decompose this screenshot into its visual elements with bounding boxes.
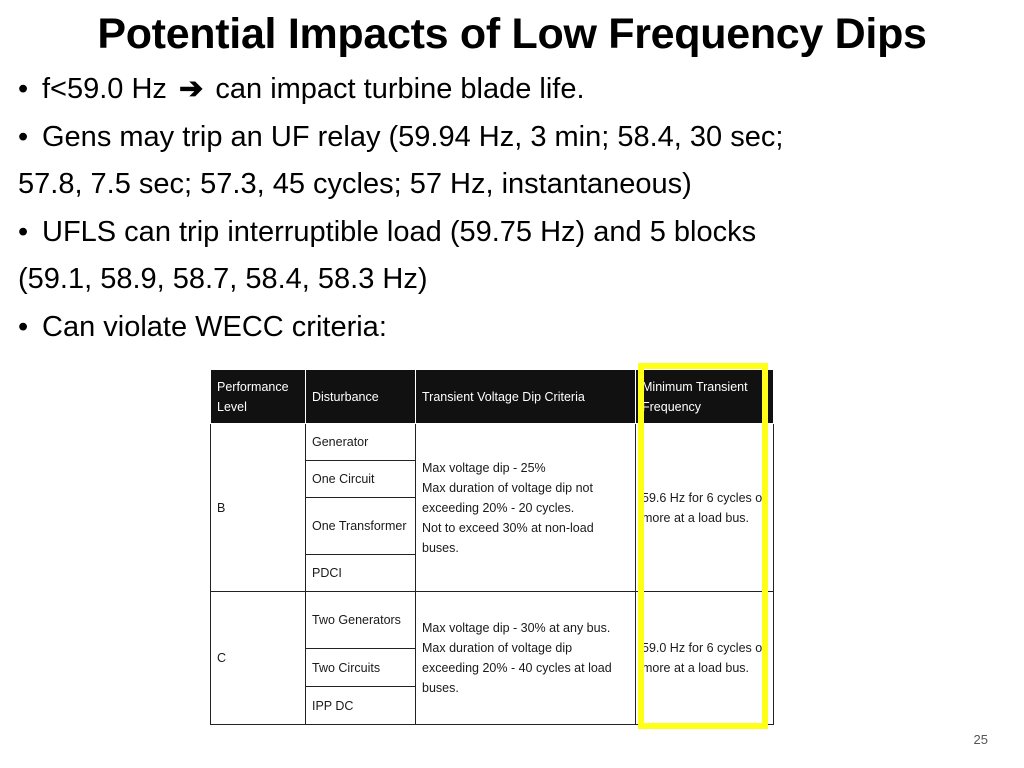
- table-row: Two Circuits: [211, 648, 774, 687]
- frequency-cell: 59.6 Hz for 6 cycles or more at a load b…: [635, 423, 774, 592]
- bullet-uf-relay-cont: 57.8, 7.5 sec; 57.3, 45 cycles; 57 Hz, i…: [18, 168, 692, 200]
- bullet-dot-icon: •: [18, 310, 29, 343]
- disturbance-cell: IPP DC: [305, 686, 416, 725]
- header-disturbance: Disturbance: [305, 369, 416, 424]
- disturbance-cell: Two Circuits: [305, 648, 416, 687]
- header-min-frequency: Minimum Transient Frequency: [635, 369, 774, 424]
- bullet-text: UFLS can trip interruptible load (59.75 …: [42, 215, 757, 248]
- table-row: One Circuit: [211, 460, 774, 498]
- header-voltage-dip: Transient Voltage Dip Criteria: [415, 369, 636, 424]
- bullet-dot-icon: •: [18, 73, 29, 105]
- bullet-dot-icon: •: [18, 215, 29, 248]
- bullet-text: can impact turbine blade life.: [215, 73, 585, 105]
- level-cell: C: [210, 591, 306, 725]
- slide-title: Potential Impacts of Low Frequency Dips: [97, 10, 927, 58]
- table-row: One Transformer: [211, 497, 774, 555]
- disturbance-cell: PDCI: [305, 554, 416, 592]
- frequency-cell: 59.0 Hz for 6 cycles or more at a load b…: [635, 591, 774, 725]
- disturbance-cell: One Transformer: [305, 497, 416, 555]
- bullet-text: f<59.0 Hz: [42, 73, 167, 105]
- disturbance-cell: Generator: [305, 423, 416, 461]
- disturbance-cell: Two Generators: [305, 591, 416, 649]
- bullet-turbine: • f<59.0 Hz ➔ can impact turbine blade li…: [18, 66, 1008, 114]
- header-performance-level: Performance Level: [210, 369, 306, 424]
- bullet-text: Gens may trip an UF relay (59.94 Hz, 3 m…: [42, 120, 784, 153]
- bullet-ufls: • UFLS can trip interruptible load (59.75…: [18, 209, 1008, 257]
- bullet-ufls-cont: (59.1, 58.9, 58.7, 58.4, 58.3 Hz): [18, 263, 428, 295]
- voltage-criteria-cell: Max voltage dip - 25% Max duration of vo…: [415, 423, 636, 592]
- table-row: IPP DC: [211, 686, 774, 725]
- table-row: C Two Generators Max voltage dip - 30% a…: [210, 591, 774, 725]
- bullet-wecc: • Can violate WECC criteria:: [18, 304, 1008, 352]
- level-cell: B: [210, 423, 306, 592]
- bullet-dot-icon: •: [18, 120, 29, 153]
- disturbance-cell: One Circuit: [305, 460, 416, 498]
- bullet-text: Can violate WECC criteria:: [42, 310, 387, 343]
- table-row: B Generator Max voltage dip - 25% Max du…: [210, 423, 774, 592]
- arrow-right-icon: ➔: [179, 73, 204, 105]
- bullet-list: • f<59.0 Hz ➔ can impact turbine blade li…: [18, 66, 1008, 351]
- wecc-criteria-table: Performance Level Disturbance Transient …: [210, 369, 774, 725]
- bullet-uf-relay: • Gens may trip an UF relay (59.94 Hz, 3 …: [18, 114, 1008, 162]
- voltage-criteria-cell: Max voltage dip - 30% at any bus. Max du…: [415, 591, 636, 725]
- table-header-row: Performance Level Disturbance Transient …: [210, 369, 774, 424]
- page-number: 25: [973, 732, 988, 747]
